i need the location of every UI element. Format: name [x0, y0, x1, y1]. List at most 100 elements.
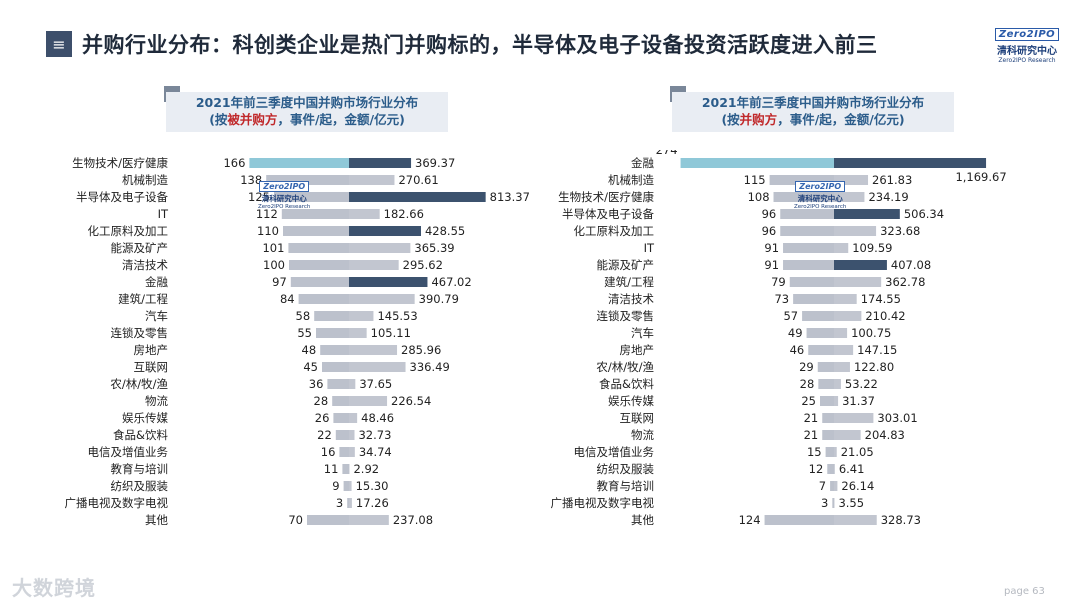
category-label: 农/林/牧/渔 — [110, 377, 168, 391]
value-label: 31.37 — [842, 394, 875, 408]
value-bar — [834, 243, 849, 253]
count-label: 7 — [819, 479, 826, 493]
value-label: 303.01 — [877, 411, 917, 425]
category-label: 物流 — [631, 428, 654, 442]
value-label: 100.75 — [851, 326, 891, 340]
value-bar — [349, 362, 406, 372]
bar-chart-left: 生物技术/医疗健康 166 369.37 机械制造 138 270.61 半导体及电子设备 1… — [65, 156, 530, 527]
value-bar — [349, 294, 415, 304]
category-label: 电信及增值业务 — [88, 445, 169, 459]
chart-subtitle-left: (按被并购方，事件/起，金额/亿元) — [209, 112, 405, 127]
value-bar — [834, 413, 874, 423]
logo-en: Zero2IPO Research — [998, 57, 1056, 64]
value-label: 428.55 — [425, 224, 465, 238]
page-number: page 63 — [1004, 586, 1045, 597]
value-bar — [349, 243, 411, 253]
value-label: 3.55 — [838, 496, 864, 510]
category-label: 机械制造 — [122, 173, 168, 187]
value-label: 323.68 — [880, 224, 920, 238]
count-bar — [817, 362, 834, 372]
value-label: 15.30 — [356, 479, 389, 493]
chart-header-left: 2021年前三季度中国并购市场行业分布 (按被并购方，事件/起，金额/亿元) — [166, 92, 448, 132]
value-bar — [349, 396, 388, 406]
category-label: 机械制造 — [608, 173, 654, 187]
count-bar — [320, 345, 349, 355]
watermark-en: Zero2IPO Research — [794, 204, 847, 210]
chart-header-right: 2021年前三季度中国并购市场行业分布 (按并购方，事件/起，金额/亿元) — [672, 92, 954, 132]
category-label: 广播电视及数字电视 — [65, 496, 169, 510]
category-label: 建筑/工程 — [118, 292, 168, 306]
count-bar — [827, 464, 834, 474]
count-bar — [822, 413, 834, 423]
value-label: 53.22 — [845, 377, 878, 391]
value-bar — [834, 430, 861, 440]
value-label: 234.19 — [868, 190, 908, 204]
category-label: 生物技术/医疗健康 — [72, 156, 168, 170]
value-bar — [834, 277, 882, 287]
value-bar — [834, 396, 839, 406]
count-bar — [281, 209, 349, 219]
count-label: 11 — [324, 462, 339, 476]
category-label: 半导体及电子设备 — [76, 190, 168, 204]
chart-title-left: 2021年前三季度中国并购市场行业分布 — [195, 95, 419, 110]
count-label: 70 — [288, 513, 303, 527]
logo-cn: 清科研究中心 — [997, 46, 1057, 57]
count-bar — [335, 430, 349, 440]
count-bar — [266, 175, 349, 185]
count-label: 21 — [804, 411, 819, 425]
footer-brand: 大数跨境 — [12, 576, 96, 600]
value-bar — [349, 260, 399, 270]
value-bar — [349, 379, 356, 389]
count-label: 28 — [314, 394, 329, 408]
value-bar — [349, 158, 412, 168]
count-label: 125 — [248, 190, 270, 204]
value-label: 105.11 — [371, 326, 411, 340]
category-label: 教育与培训 — [111, 462, 169, 476]
category-label: 食品&饮料 — [599, 377, 654, 391]
value-bar — [834, 481, 838, 491]
count-bar — [818, 379, 834, 389]
value-label: 237.08 — [393, 513, 433, 527]
category-label: 农/林/牧/渔 — [596, 360, 654, 374]
category-label: 教育与培训 — [597, 479, 655, 493]
value-bar — [349, 413, 358, 423]
count-bar — [316, 328, 349, 338]
value-bar — [834, 379, 841, 389]
count-label: 58 — [296, 309, 311, 323]
count-bar — [322, 362, 349, 372]
value-bar — [834, 294, 857, 304]
category-label: 纺织及服装 — [111, 479, 169, 493]
count-label: 124 — [739, 513, 761, 527]
count-label: 96 — [762, 224, 777, 238]
value-bar — [349, 209, 380, 219]
count-bar — [680, 158, 834, 168]
count-bar — [290, 277, 349, 287]
category-label: 半导体及电子设备 — [562, 207, 654, 221]
count-bar — [333, 413, 349, 423]
value-label: 109.59 — [852, 241, 892, 255]
count-bar — [789, 277, 834, 287]
watermark-cn: 清科研究中心 — [261, 194, 307, 203]
category-label: 其他 — [145, 513, 168, 527]
count-bar — [783, 243, 834, 253]
category-label: IT — [644, 241, 655, 255]
count-label: 22 — [317, 428, 332, 442]
category-label: 其他 — [631, 513, 654, 527]
count-label: 84 — [280, 292, 295, 306]
value-bar — [349, 430, 355, 440]
count-label: 79 — [771, 275, 786, 289]
value-label: 506.34 — [904, 207, 944, 221]
value-bar — [834, 175, 869, 185]
category-label: 娱乐传媒 — [122, 411, 168, 425]
count-label: 36 — [309, 377, 324, 391]
value-label: 34.74 — [359, 445, 392, 459]
value-bar — [349, 175, 395, 185]
value-bar — [834, 328, 848, 338]
value-bar — [349, 515, 389, 525]
value-label: 285.96 — [401, 343, 441, 357]
count-bar — [307, 515, 349, 525]
value-label: 37.65 — [359, 377, 392, 391]
count-bar — [288, 243, 349, 253]
value-bar — [349, 498, 352, 508]
